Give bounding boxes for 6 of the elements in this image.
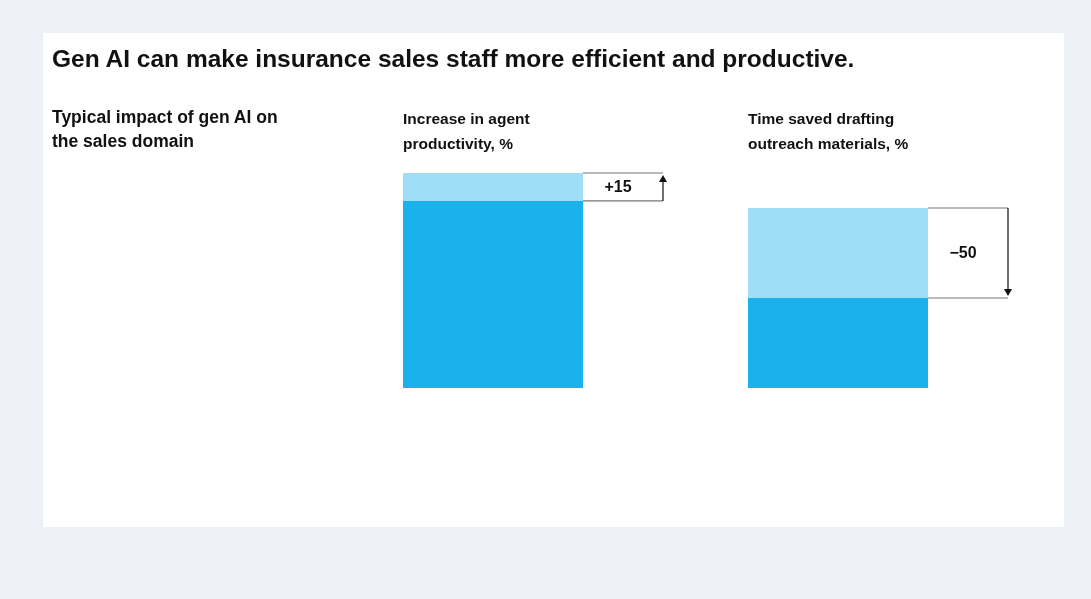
- chart-title: Increase in agent productivity, %: [403, 109, 531, 154]
- chart-title: Time saved drafting outreach materials, %: [748, 109, 910, 154]
- text: Gen AI can make insurance sales staff more efficient and productive.: [52, 45, 855, 73]
- text: Typical impact of gen AI on the sales domain: [52, 106, 279, 153]
- text: −50: [948, 243, 978, 263]
- text: +15: [603, 176, 633, 197]
